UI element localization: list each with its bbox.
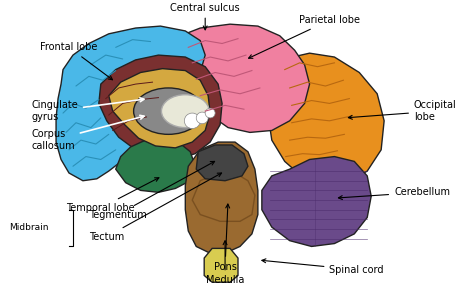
Text: Tegmentum: Tegmentum: [89, 162, 215, 220]
Polygon shape: [204, 248, 238, 282]
Text: Corpus
callosum: Corpus callosum: [31, 115, 144, 151]
Text: Central sulcus: Central sulcus: [170, 3, 240, 30]
Circle shape: [184, 113, 200, 129]
Circle shape: [205, 108, 215, 118]
Text: Temporal lobe: Temporal lobe: [66, 178, 159, 213]
Polygon shape: [185, 142, 258, 253]
Polygon shape: [116, 138, 195, 192]
Text: Occipital
lobe: Occipital lobe: [348, 100, 457, 122]
Polygon shape: [109, 68, 210, 148]
Polygon shape: [262, 157, 371, 247]
Polygon shape: [196, 145, 248, 181]
Ellipse shape: [162, 95, 209, 127]
Text: Frontal lobe: Frontal lobe: [40, 42, 112, 80]
Text: Spinal cord: Spinal cord: [262, 259, 384, 275]
Text: Parietal lobe: Parietal lobe: [248, 15, 360, 58]
Polygon shape: [175, 24, 310, 132]
Circle shape: [196, 112, 208, 124]
Text: Medulla: Medulla: [206, 241, 244, 286]
Text: Midbrain: Midbrain: [9, 223, 49, 231]
Text: Tectum: Tectum: [89, 173, 221, 242]
Polygon shape: [56, 26, 205, 181]
Text: Pons: Pons: [214, 204, 237, 272]
Polygon shape: [268, 53, 384, 186]
Polygon shape: [192, 173, 255, 221]
Ellipse shape: [134, 88, 203, 134]
Text: Cerebellum: Cerebellum: [338, 187, 450, 199]
Text: Cingulate
gyrus: Cingulate gyrus: [31, 98, 144, 122]
Polygon shape: [99, 55, 222, 160]
